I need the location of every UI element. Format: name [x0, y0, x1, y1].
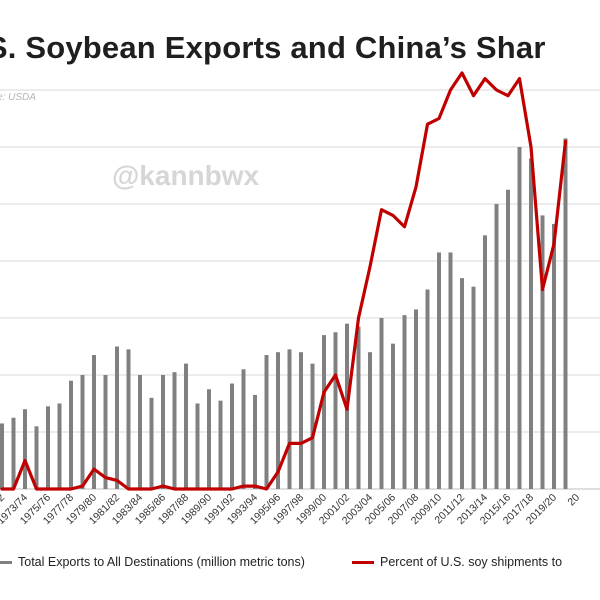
- line-series: [0, 71, 568, 491]
- bar-1985/86: [161, 375, 165, 489]
- bar-1972/73: [11, 417, 16, 489]
- legend-label-bars: Total Exports to All Destinations (milli…: [18, 555, 305, 569]
- source-note: ce: USDA: [0, 92, 36, 103]
- bar-2003/04: [368, 352, 372, 489]
- bar-1971/72: [0, 423, 4, 489]
- bar-1976/77: [57, 403, 62, 489]
- legend-item-bars: Total Exports to All Destinations (milli…: [0, 555, 305, 569]
- bar-2010/11: [448, 252, 453, 489]
- bar-2009/10: [437, 252, 441, 489]
- bar-1987/88: [184, 363, 188, 489]
- legend-label-line: Percent of U.S. soy shipments to: [380, 555, 563, 569]
- x-axis-ticks: 21973/741975/761977/781979/801981/821983…: [0, 492, 582, 527]
- bar-1994/95: [264, 355, 269, 489]
- bar-2014/15: [494, 204, 499, 489]
- bar-1993/94: [253, 394, 257, 489]
- bar-1997/98: [299, 352, 303, 489]
- bar-1998/99: [310, 363, 315, 489]
- bar-1992/93: [241, 369, 246, 489]
- bar-1983/84: [138, 375, 142, 489]
- watermark: @kannbwx: [112, 160, 260, 191]
- bar-1999/00: [322, 335, 326, 489]
- bar-1977/78: [69, 380, 73, 489]
- china-share-line: [0, 71, 568, 491]
- bar-2013/14: [483, 235, 487, 489]
- bar-2000/01: [333, 332, 338, 489]
- bar-1986/87: [172, 372, 177, 489]
- bar-1973/74: [23, 409, 27, 489]
- bar-2008/09: [425, 289, 430, 489]
- bar-2011/12: [460, 278, 464, 489]
- bar-2018/19: [540, 215, 545, 489]
- bar-2004/05: [379, 318, 384, 489]
- bar-1995/96: [276, 352, 280, 489]
- bar-1981/82: [115, 346, 119, 489]
- chart-title: .S. Soybean Exports and China’s Shar: [0, 30, 546, 65]
- bar-2005/06: [391, 343, 395, 489]
- bar-1990/91: [218, 400, 223, 489]
- bar-1975/76: [46, 406, 50, 489]
- bar-1979/80: [92, 355, 96, 489]
- bar-2019/20: [552, 223, 556, 489]
- bar-2020/21: [563, 138, 568, 489]
- bar-1989/90: [207, 389, 211, 489]
- x-tick-label: 20: [565, 492, 582, 509]
- bar-2007/08: [414, 309, 418, 489]
- legend-swatch-bars: [0, 560, 12, 564]
- bar-1991/92: [230, 383, 234, 489]
- bar-series: [0, 138, 568, 489]
- bar-1980/81: [103, 375, 108, 489]
- legend-swatch-line: [352, 560, 374, 564]
- bar-2017/18: [529, 158, 533, 489]
- bar-1996/97: [287, 349, 292, 489]
- legend-item-line: Percent of U.S. soy shipments to: [352, 555, 562, 569]
- bar-1982/83: [126, 349, 131, 489]
- bar-1984/85: [149, 397, 154, 489]
- x-tick-label: 2: [0, 492, 7, 505]
- bar-2006/07: [402, 315, 407, 489]
- bar-1988/89: [195, 403, 200, 489]
- bar-1974/75: [34, 426, 39, 489]
- bar-1978/79: [80, 375, 85, 489]
- bar-2015/16: [506, 189, 510, 489]
- bar-2012/13: [471, 286, 476, 489]
- bar-2016/17: [517, 147, 522, 489]
- bar-2002/03: [356, 326, 361, 489]
